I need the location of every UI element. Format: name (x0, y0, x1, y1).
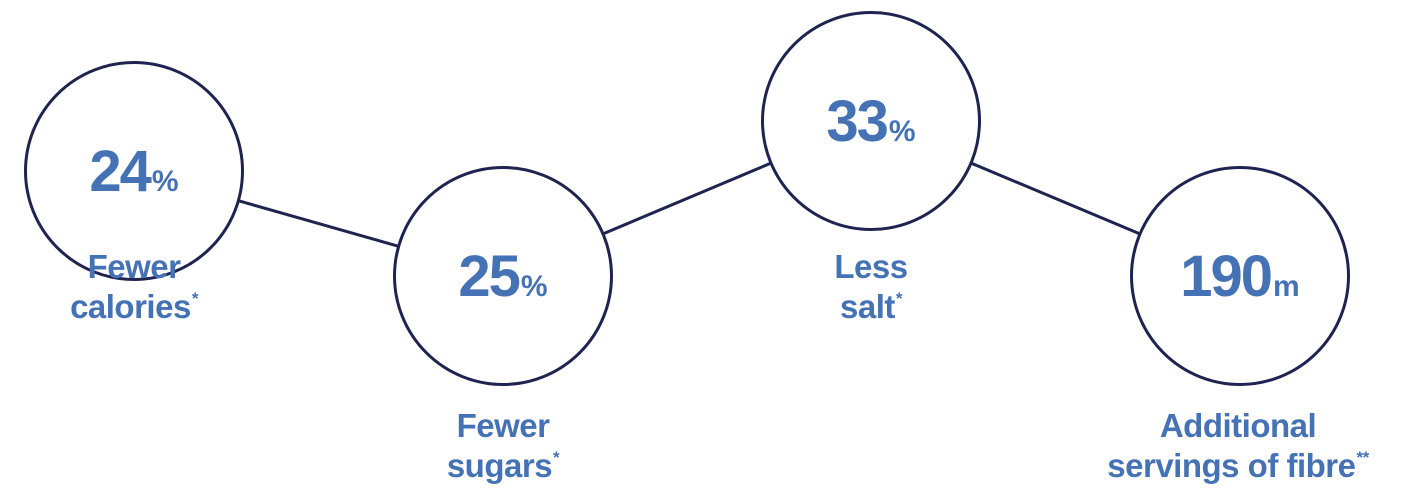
stat-number: 33 (826, 89, 887, 154)
caption-line-1: Additional (1058, 406, 1418, 446)
caption-line-2-wrapper: sugars* (323, 446, 683, 486)
caption-line-2-wrapper: calories* (0, 287, 314, 327)
footnote-mark: * (896, 289, 902, 308)
stat-number: 25 (458, 244, 519, 309)
stat-unit: m (1273, 270, 1300, 303)
stat-caption-fibre: Additional servings of fibre** (1058, 406, 1418, 486)
stat-caption-salt: Less salt* (691, 247, 1051, 327)
stat-value-calories: 24% (89, 138, 178, 205)
caption-line-2: calories (70, 288, 191, 325)
caption-line-1: Fewer (323, 406, 683, 446)
stat-value-salt: 33% (826, 88, 915, 155)
caption-line-2: salt (840, 288, 895, 325)
footnote-mark: ** (1357, 448, 1369, 467)
stat-caption-sugars: Fewer sugars* (323, 406, 683, 486)
stat-number: 190 (1180, 244, 1271, 309)
stat-value-fibre: 190m (1180, 243, 1299, 310)
stat-circle-fibre: 190m (1130, 166, 1350, 386)
caption-line-2-wrapper: salt* (691, 287, 1051, 327)
stat-unit: % (152, 165, 179, 198)
footnote-mark: * (553, 448, 559, 467)
caption-line-1: Less (691, 247, 1051, 287)
stat-circle-sugars: 25% (393, 166, 613, 386)
stat-circle-salt: 33% (761, 11, 981, 231)
stat-number: 24 (89, 139, 150, 204)
caption-line-2: sugars (447, 447, 552, 484)
stat-unit: % (521, 270, 548, 303)
caption-line-2-wrapper: servings of fibre** (1058, 446, 1418, 486)
stat-value-sugars: 25% (458, 243, 547, 310)
caption-line-1: Fewer (0, 247, 314, 287)
stat-unit: % (889, 115, 916, 148)
caption-line-2: servings of fibre (1107, 447, 1355, 484)
footnote-mark: * (192, 289, 198, 308)
stat-caption-calories: Fewer calories* (0, 247, 314, 327)
